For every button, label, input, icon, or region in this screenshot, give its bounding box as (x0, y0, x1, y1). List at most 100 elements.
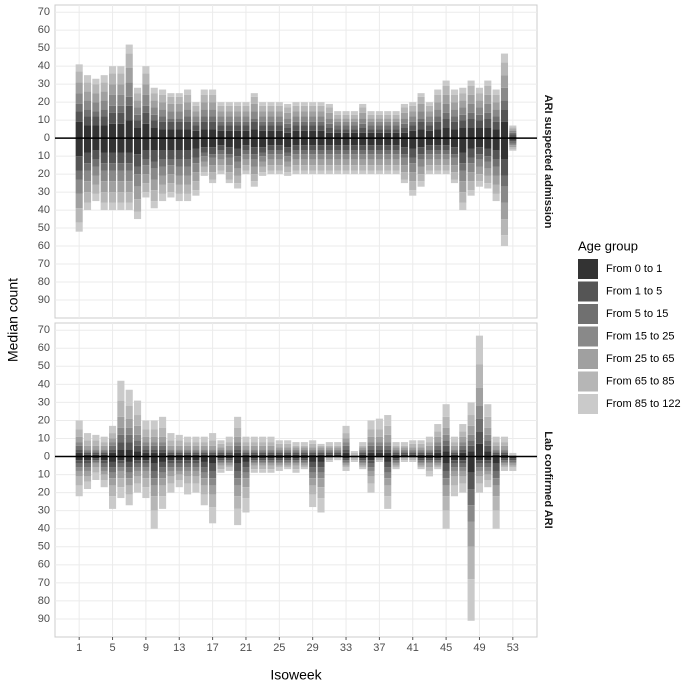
bar-segment (117, 400, 125, 417)
bar-segment (92, 125, 100, 139)
bar-segment (234, 168, 242, 176)
bar-segment (300, 116, 308, 122)
bar-segment (175, 451, 183, 453)
bar-segment (509, 148, 517, 151)
bar-segment (367, 420, 375, 430)
bar-segment (309, 170, 317, 175)
bar-segment (342, 438, 350, 443)
bar-segment (284, 152, 292, 157)
bar-segment (234, 445, 242, 450)
bar-segment (92, 116, 100, 126)
bar-segment (242, 451, 250, 453)
bar-segment (117, 427, 125, 435)
bar-segment (92, 458, 100, 461)
bar-segment (108, 138, 117, 153)
bar-segment (325, 449, 333, 452)
bar-segment (125, 494, 133, 506)
bar-segment (259, 102, 267, 106)
bar-segment (242, 145, 250, 151)
bar-segment (384, 485, 392, 497)
bar-segment (192, 454, 200, 457)
bar-segment (100, 474, 108, 480)
bar-segment (417, 118, 425, 122)
bar-segment (434, 165, 442, 171)
bar-segment (275, 170, 283, 175)
bar-segment (334, 159, 342, 166)
bar-segment (192, 102, 200, 106)
bar-segment (409, 440, 417, 444)
bar-segment (450, 154, 458, 158)
bar-segment (300, 461, 308, 464)
bar-segment (459, 452, 467, 457)
bar-segment (100, 163, 108, 171)
bar-segment (417, 465, 425, 468)
bar-segment (184, 121, 192, 130)
bar-segment (92, 460, 100, 462)
bar-segment (175, 445, 183, 450)
bar-segment (434, 456, 442, 459)
bar-segment (83, 456, 92, 461)
bar-segment (234, 175, 242, 184)
bar-segment (142, 449, 150, 453)
bar-segment (267, 150, 275, 155)
bar-segment (92, 454, 100, 457)
bar-segment (192, 138, 200, 149)
y-tick-label: 70 (38, 577, 50, 589)
bar-segment (134, 451, 142, 457)
bar-segment (392, 447, 400, 450)
bar-segment (259, 121, 267, 126)
bar-segment (117, 123, 125, 139)
bar-segment (167, 183, 175, 193)
bar-segment (125, 138, 133, 153)
bar-segment (309, 145, 317, 151)
bar-segment (217, 138, 225, 146)
bar-segment (175, 96, 183, 104)
bar-segment (475, 463, 484, 468)
bar-segment (184, 454, 192, 457)
bar-segment (467, 94, 475, 104)
x-tick-label: 9 (143, 642, 149, 654)
bar-segment (367, 114, 375, 119)
bar-segment (184, 463, 192, 468)
bar-segment (234, 452, 242, 457)
bar-segment (500, 100, 509, 110)
bar-segment (184, 445, 192, 450)
bar-segment (83, 82, 92, 92)
bar-segment (159, 102, 167, 110)
bar-segment (392, 467, 400, 470)
bar-segment (117, 192, 125, 203)
bar-segment (275, 454, 283, 457)
bar-segment (284, 451, 292, 453)
legend-title: Age group (578, 238, 638, 253)
bar-segment (375, 170, 383, 175)
bar-segment (317, 170, 325, 175)
bar-segment (392, 154, 400, 160)
bar-segment (309, 478, 317, 486)
bar-segment (434, 116, 442, 122)
bar-segment (150, 179, 158, 191)
bar-segment (500, 219, 509, 236)
bar-segment (409, 447, 417, 450)
bar-segment (217, 451, 225, 453)
bar-segment (250, 456, 258, 459)
y-tick-label: 0 (44, 450, 50, 462)
bar-segment (100, 454, 108, 457)
bar-segment (83, 451, 92, 453)
bar-segment (500, 75, 509, 88)
bar-segment (242, 165, 250, 171)
bar-segment (125, 170, 133, 182)
bar-segment (467, 445, 475, 452)
bar-segment (367, 125, 375, 130)
bar-segment (384, 415, 392, 426)
bar-segment (150, 93, 158, 101)
bar-segment (192, 463, 200, 468)
bar-segment (217, 125, 225, 131)
bar-segment (100, 460, 108, 464)
bar-segment (242, 125, 250, 131)
bar-segment (225, 172, 233, 180)
bar-segment (309, 454, 317, 457)
bar-segment (442, 103, 450, 113)
bar-segment (434, 150, 442, 155)
bar-segment (325, 165, 333, 171)
bar-segment (217, 165, 225, 171)
